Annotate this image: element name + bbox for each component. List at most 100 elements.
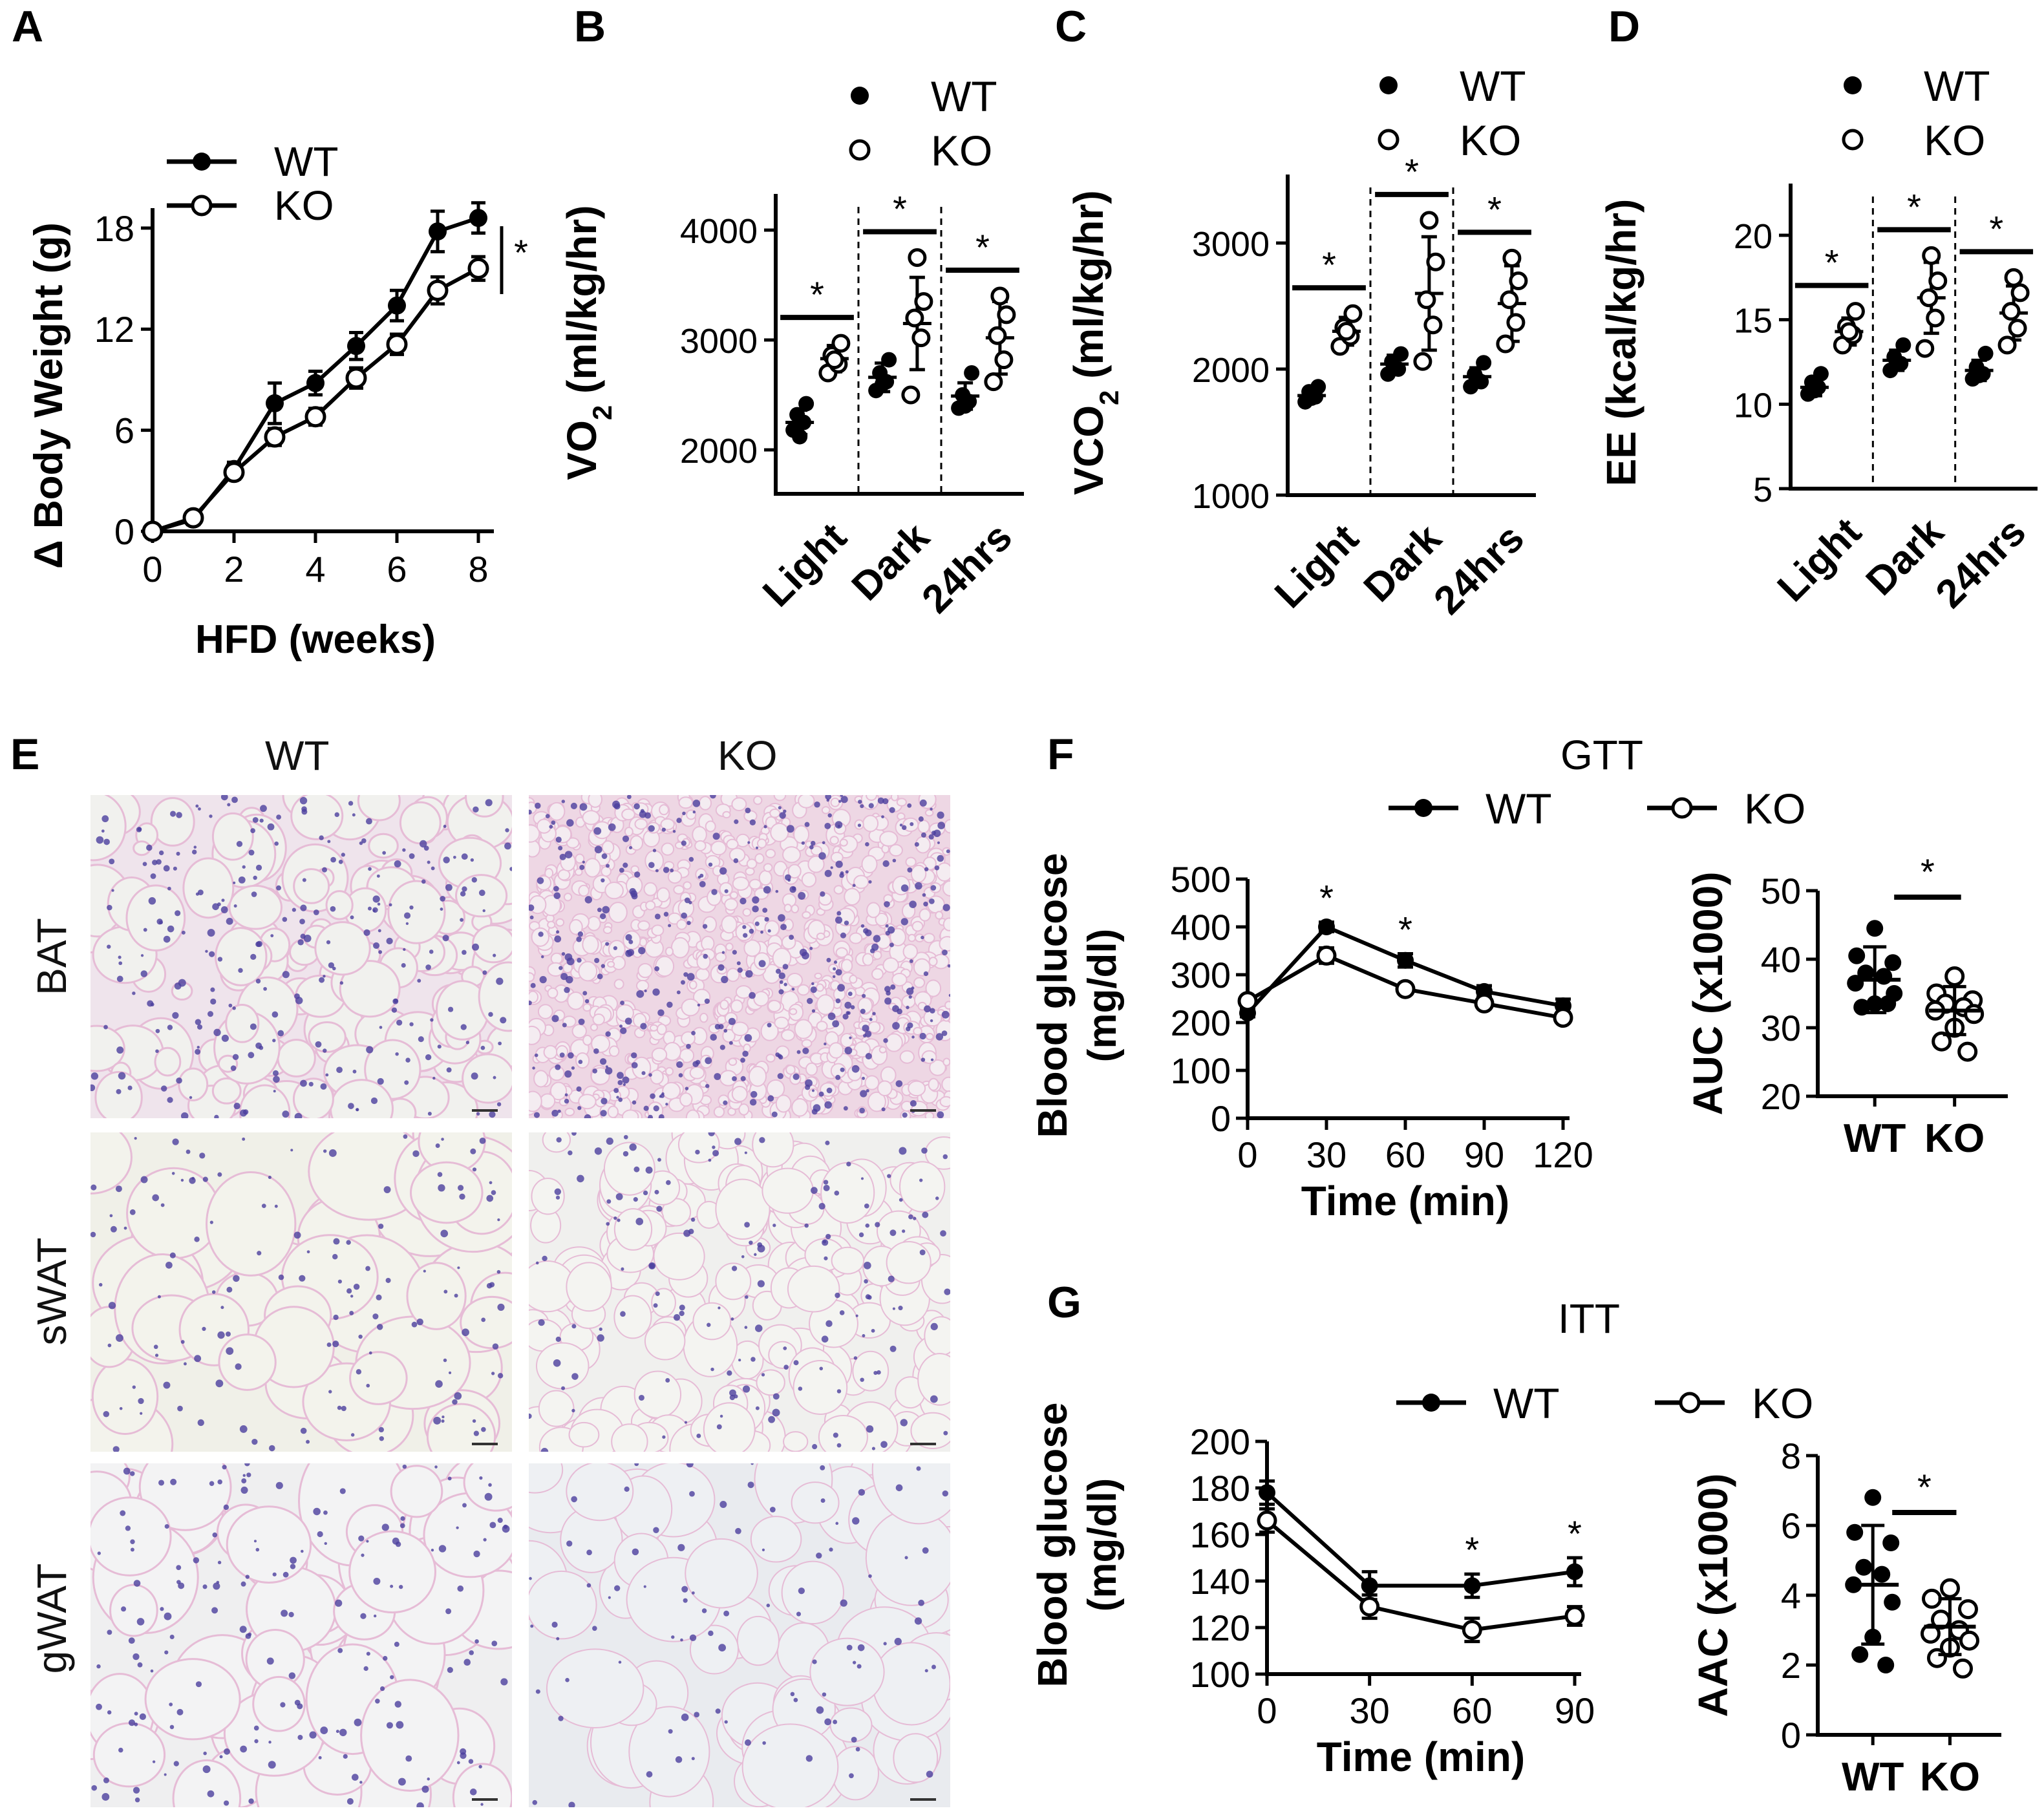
adipocyte bbox=[211, 812, 254, 861]
nucleus bbox=[751, 1357, 756, 1362]
nucleus bbox=[399, 1523, 405, 1529]
nucleus bbox=[593, 827, 602, 835]
nucleus bbox=[634, 871, 641, 878]
nucleus bbox=[207, 1790, 215, 1798]
nucleus bbox=[210, 987, 215, 992]
nucleus bbox=[167, 1097, 173, 1103]
series-line-wt bbox=[1265, 1491, 1575, 1588]
nucleus bbox=[383, 1655, 388, 1661]
nucleus bbox=[373, 942, 380, 949]
histology-image-gwat-wt bbox=[90, 1463, 512, 1807]
nucleus bbox=[764, 917, 769, 922]
nucleus bbox=[474, 1639, 479, 1644]
nucleus bbox=[913, 1216, 917, 1220]
nucleus bbox=[337, 1648, 343, 1653]
adipocyte bbox=[555, 918, 565, 927]
data-point-ko bbox=[1944, 966, 1965, 986]
nucleus bbox=[133, 1580, 141, 1587]
histology-image-swat-ko-texture bbox=[529, 1132, 950, 1452]
nucleus bbox=[825, 1320, 833, 1327]
nucleus bbox=[417, 979, 421, 983]
nucleus bbox=[157, 1295, 161, 1299]
adipocyte bbox=[818, 1415, 868, 1452]
nucleus bbox=[735, 1527, 741, 1534]
nucleus bbox=[942, 1490, 948, 1497]
nucleus bbox=[116, 1046, 124, 1054]
adipocyte bbox=[867, 1091, 886, 1112]
nucleus bbox=[391, 1007, 398, 1013]
nucleus bbox=[130, 1547, 134, 1552]
nucleus bbox=[883, 1642, 887, 1646]
nucleus bbox=[749, 928, 754, 934]
nucleus bbox=[454, 1392, 462, 1400]
nucleus bbox=[901, 825, 907, 831]
x-category-label: WT bbox=[1842, 1755, 1904, 1799]
nucleus bbox=[606, 1199, 612, 1204]
nucleus bbox=[829, 1547, 833, 1552]
nucleus bbox=[641, 1071, 646, 1076]
nucleus bbox=[504, 842, 511, 850]
nucleus bbox=[500, 1017, 507, 1024]
adipocyte bbox=[172, 1759, 242, 1807]
nucleus bbox=[747, 1481, 754, 1489]
nucleus bbox=[268, 1175, 271, 1180]
legend-marker-wt bbox=[851, 87, 869, 105]
nucleus bbox=[107, 904, 112, 911]
y-axis-label: Blood glucose bbox=[1029, 853, 1076, 1138]
nucleus bbox=[662, 1435, 666, 1439]
nucleus bbox=[944, 1288, 950, 1295]
nucleus bbox=[336, 1067, 343, 1074]
nucleus bbox=[882, 860, 889, 867]
significance-star: * bbox=[1487, 189, 1502, 229]
adipocyte bbox=[729, 891, 738, 900]
nucleus bbox=[769, 1507, 776, 1512]
adipocyte bbox=[791, 1098, 809, 1117]
nucleus bbox=[885, 924, 889, 928]
nucleus bbox=[932, 1664, 936, 1670]
data-point-ko bbox=[1426, 252, 1445, 271]
nucleus bbox=[431, 1548, 434, 1552]
data-point-wt bbox=[1846, 1523, 1864, 1541]
nucleus bbox=[653, 1105, 659, 1112]
nucleus bbox=[191, 849, 197, 854]
scale-bar bbox=[910, 1798, 936, 1801]
adipocyte bbox=[667, 870, 683, 884]
legend-marker-wt bbox=[1379, 76, 1398, 94]
data-point-ko bbox=[1359, 1597, 1380, 1617]
adipocyte bbox=[634, 818, 648, 830]
nucleus bbox=[163, 935, 171, 943]
nucleus bbox=[749, 819, 756, 825]
significance-star: * bbox=[1322, 244, 1336, 285]
nucleus bbox=[742, 1050, 749, 1057]
nucleus bbox=[617, 1072, 624, 1079]
adipocyte bbox=[715, 1262, 752, 1300]
adipocyte bbox=[685, 1538, 758, 1609]
nucleus bbox=[176, 1565, 182, 1571]
histology-image-bat-wt bbox=[90, 795, 512, 1118]
nucleus bbox=[220, 1306, 224, 1310]
nucleus bbox=[820, 1465, 825, 1470]
nucleus bbox=[176, 1708, 184, 1715]
nucleus bbox=[648, 862, 655, 869]
nucleus bbox=[363, 929, 370, 936]
adipocyte bbox=[728, 1057, 738, 1067]
data-point-ko bbox=[2004, 268, 2023, 287]
adipocyte bbox=[556, 1045, 569, 1059]
nucleus bbox=[853, 1356, 858, 1360]
x-tick-label: 30 bbox=[1350, 1690, 1390, 1731]
y-axis-label: VO2 (ml/kg/hr) bbox=[559, 205, 617, 480]
nucleus bbox=[605, 942, 610, 946]
nucleus bbox=[352, 1069, 357, 1074]
data-point-ko bbox=[223, 462, 245, 483]
nucleus bbox=[731, 1266, 738, 1271]
data-point-ko bbox=[386, 334, 408, 356]
nucleus bbox=[255, 864, 262, 871]
nucleus bbox=[125, 1525, 131, 1531]
nucleus bbox=[268, 1741, 271, 1744]
adipocyte bbox=[816, 994, 835, 1015]
nucleus bbox=[148, 897, 156, 905]
nucleus bbox=[802, 1047, 809, 1054]
nucleus bbox=[820, 891, 825, 897]
nucleus bbox=[818, 852, 826, 860]
